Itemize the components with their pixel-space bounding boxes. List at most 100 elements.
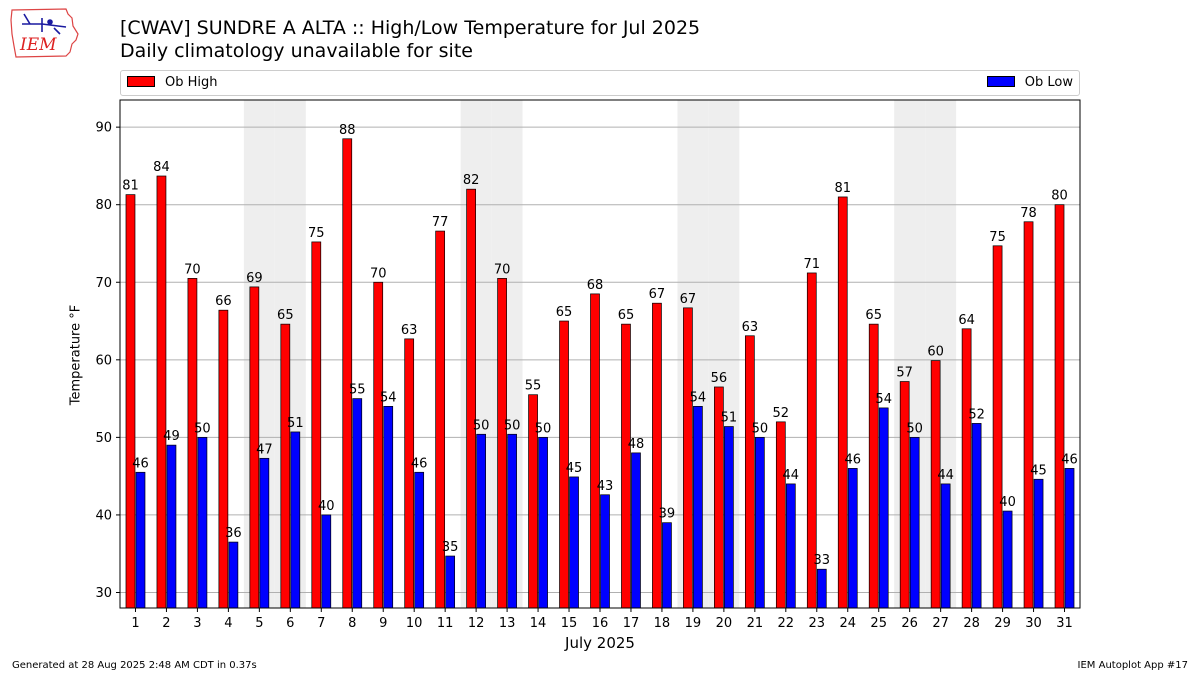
legend-label-high: Ob High: [165, 75, 218, 90]
data-label-low-24: 46: [844, 452, 861, 467]
legend-swatch-high: [127, 76, 155, 87]
x-tick-label-7: 7: [317, 616, 325, 631]
bar-low-4: [228, 541, 239, 609]
bar-low-9: [383, 406, 394, 609]
x-tick-label-5: 5: [255, 616, 263, 631]
bar-high-24: [837, 196, 848, 609]
bar-low-6: [290, 431, 301, 609]
data-label-low-21: 50: [752, 421, 769, 436]
bar-high-31: [1054, 204, 1065, 609]
x-tick-label-3: 3: [193, 616, 201, 631]
bar-low-12: [476, 433, 486, 609]
x-tick-label-19: 19: [685, 616, 702, 631]
x-tick-label-2: 2: [162, 616, 170, 631]
data-label-low-15: 45: [566, 461, 583, 476]
data-label-low-9: 54: [380, 390, 397, 405]
bar-high-2: [156, 175, 167, 609]
data-label-high-11: 77: [432, 215, 449, 230]
bar-low-24: [847, 468, 858, 609]
x-tick-label-26: 26: [901, 616, 918, 631]
data-label-high-23: 71: [804, 257, 821, 272]
x-tick-label-10: 10: [406, 616, 423, 631]
data-label-high-30: 78: [1020, 206, 1037, 221]
x-tick-label-14: 14: [530, 616, 547, 631]
weekend-shade-5: [243, 100, 275, 608]
x-tick-label-30: 30: [1025, 616, 1042, 631]
generated-timestamp: Generated at 28 Aug 2025 2:48 AM CDT in …: [12, 660, 257, 671]
data-label-low-19: 54: [690, 390, 707, 405]
legend-label-low: Ob Low: [1024, 75, 1073, 90]
weather-station-icon: [22, 13, 67, 35]
data-label-low-31: 46: [1061, 452, 1078, 467]
bar-high-8: [342, 138, 353, 609]
bar-high-21: [744, 335, 755, 609]
bar-low-31: [1064, 468, 1075, 609]
autoplot-app-label: IEM Autoplot App #17: [1077, 660, 1188, 671]
y-axis-label: Temperature °F: [68, 304, 84, 406]
bar-high-26: [899, 381, 910, 609]
bar-high-29: [992, 245, 1003, 609]
bar-low-17: [631, 452, 641, 609]
data-label-high-7: 75: [308, 226, 325, 241]
legend-item-high: Ob High: [127, 75, 218, 90]
iem-logo: IEM: [10, 8, 79, 58]
data-label-low-11: 35: [442, 540, 459, 555]
bar-high-19: [683, 307, 693, 609]
chart-subtitle: Daily climatology unavailable for site: [120, 40, 473, 62]
data-label-low-26: 50: [906, 421, 923, 436]
data-label-low-27: 44: [937, 468, 954, 483]
data-label-high-29: 75: [989, 230, 1006, 245]
x-tick-label-17: 17: [623, 616, 640, 631]
bar-low-27: [940, 483, 951, 609]
y-tick-label-80: 80: [95, 198, 112, 213]
bar-low-18: [662, 522, 672, 609]
bar-low-3: [197, 437, 208, 609]
data-label-high-12: 82: [463, 173, 480, 188]
data-label-high-28: 64: [958, 313, 975, 328]
bar-high-1: [125, 194, 136, 609]
bar-high-25: [868, 323, 879, 609]
weekend-shade-19: [677, 100, 709, 608]
data-label-low-7: 40: [318, 499, 335, 514]
data-label-high-21: 63: [742, 320, 759, 335]
bar-high-30: [1023, 221, 1034, 609]
bar-low-20: [724, 426, 734, 609]
bar-high-18: [652, 302, 662, 609]
x-tick-label-11: 11: [437, 616, 454, 631]
bar-high-3: [187, 278, 198, 609]
bar-high-4: [218, 309, 229, 609]
data-label-high-16: 68: [587, 278, 604, 293]
bar-high-13: [497, 278, 507, 609]
x-tick-label-27: 27: [932, 616, 949, 631]
bar-low-10: [414, 471, 425, 609]
x-tick-label-6: 6: [286, 616, 294, 631]
bar-high-22: [775, 421, 786, 609]
x-axis-label: July 2025: [565, 634, 635, 652]
data-label-high-19: 67: [680, 292, 697, 307]
y-tick-label-40: 40: [95, 508, 112, 523]
data-label-low-29: 40: [999, 495, 1016, 510]
x-tick-label-23: 23: [809, 616, 826, 631]
data-label-high-15: 65: [556, 305, 573, 320]
bar-low-1: [135, 471, 146, 609]
bar-low-2: [166, 444, 177, 609]
bar-low-29: [1002, 510, 1013, 609]
data-label-high-5: 69: [246, 271, 263, 286]
data-label-low-12: 50: [473, 418, 490, 433]
bar-high-10: [404, 338, 415, 609]
x-tick-label-16: 16: [592, 616, 609, 631]
x-tick-label-28: 28: [963, 616, 980, 631]
weekend-shade-12: [460, 100, 492, 608]
x-tick-label-12: 12: [468, 616, 485, 631]
data-label-high-20: 56: [711, 371, 728, 386]
bar-low-14: [538, 437, 548, 609]
data-label-low-8: 55: [349, 383, 366, 398]
bar-high-27: [930, 360, 941, 609]
y-tick-label-70: 70: [95, 276, 112, 291]
x-tick-label-20: 20: [716, 616, 733, 631]
weekend-shade-27: [925, 100, 957, 608]
bar-high-9: [373, 281, 384, 609]
weekend-shade-26: [894, 100, 926, 608]
data-label-high-6: 65: [277, 308, 294, 323]
